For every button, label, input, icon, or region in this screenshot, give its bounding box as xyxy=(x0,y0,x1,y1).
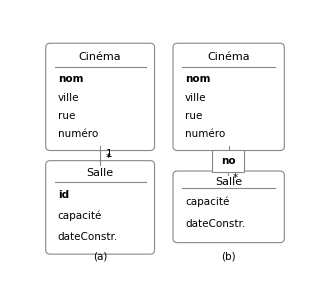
Text: rue: rue xyxy=(185,111,202,121)
Text: Salle: Salle xyxy=(87,168,114,178)
Text: ville: ville xyxy=(185,93,206,103)
Text: numéro: numéro xyxy=(185,129,225,139)
Text: dateConstr.: dateConstr. xyxy=(58,231,118,242)
Text: (a): (a) xyxy=(93,251,107,262)
Text: nom: nom xyxy=(185,74,211,84)
Text: nom: nom xyxy=(58,74,83,84)
FancyBboxPatch shape xyxy=(46,161,155,254)
Text: *: * xyxy=(232,173,238,183)
Text: Cinéma: Cinéma xyxy=(207,52,250,62)
FancyBboxPatch shape xyxy=(213,150,244,172)
Text: id: id xyxy=(58,190,69,200)
Text: dateConstr.: dateConstr. xyxy=(185,219,245,229)
Text: (b): (b) xyxy=(221,251,236,262)
FancyBboxPatch shape xyxy=(46,43,155,150)
Text: *: * xyxy=(106,152,111,163)
Text: numéro: numéro xyxy=(58,129,98,139)
Text: ville: ville xyxy=(58,93,79,103)
Text: Salle: Salle xyxy=(215,176,242,187)
FancyBboxPatch shape xyxy=(173,43,284,150)
Text: no: no xyxy=(221,156,235,166)
Text: Cinéma: Cinéma xyxy=(79,52,121,62)
Text: capacité: capacité xyxy=(58,211,102,221)
Text: rue: rue xyxy=(58,111,75,121)
Text: capacité: capacité xyxy=(185,197,229,208)
Text: 1: 1 xyxy=(106,149,112,159)
FancyBboxPatch shape xyxy=(173,171,284,242)
